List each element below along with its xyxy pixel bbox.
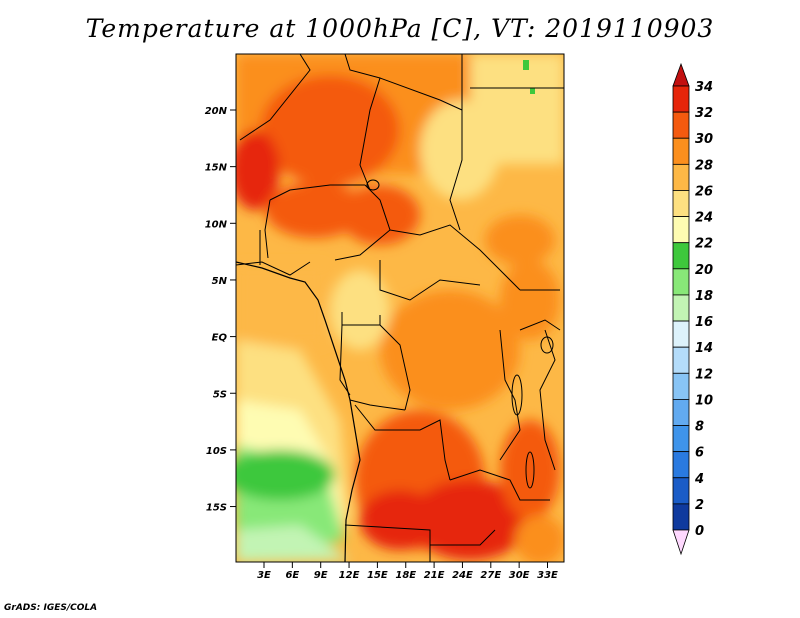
colorbar-label: 16 xyxy=(695,315,713,330)
lon-tick-label: 6E xyxy=(285,570,299,581)
colorbar-box xyxy=(672,425,690,453)
colorbar-box xyxy=(672,477,690,505)
colorbar-box xyxy=(672,216,690,244)
colorbar-label: 4 xyxy=(694,472,704,487)
lon-tick-label: 27E xyxy=(480,570,501,581)
colorbar-label: 30 xyxy=(695,132,713,147)
colorbar-label: 6 xyxy=(695,446,704,461)
colorbar-label: 10 xyxy=(695,393,713,408)
lat-tick-label: EQ xyxy=(212,333,228,344)
colorbar-label: 2 xyxy=(695,498,704,513)
colorbar-label: 24 xyxy=(695,211,713,226)
map-title: Temperature at 1000hPa [C], VT: 20191109… xyxy=(85,14,715,43)
temperature-field xyxy=(236,54,564,562)
colorbar-box xyxy=(672,242,690,270)
colorbar-label: 8 xyxy=(695,420,704,435)
lon-tick-label: 9E xyxy=(314,570,328,581)
colorbar-box xyxy=(672,137,690,165)
colorbar-box xyxy=(672,346,690,374)
lat-tick-label: 10N xyxy=(205,219,228,230)
colorbar-box xyxy=(672,503,690,531)
lon-tick-label: 18E xyxy=(395,570,416,581)
colorbar-label: 0 xyxy=(695,524,704,539)
colorbar-label: 26 xyxy=(695,184,713,199)
colorbar-label: 14 xyxy=(695,341,713,356)
footer-credit: GrADS: IGES/COLA xyxy=(4,603,98,613)
colorbar-box xyxy=(672,320,690,348)
lon-tick-label: 21E xyxy=(424,570,445,581)
lon-tick-label: 24E xyxy=(452,570,473,581)
lon-tick-label: 3E xyxy=(257,570,271,581)
map-frame xyxy=(235,53,565,563)
colorbar-label: 20 xyxy=(695,263,713,278)
colorbar-box xyxy=(672,111,690,139)
colorbar-box xyxy=(672,294,690,322)
lat-tick-label: 20N xyxy=(205,106,228,117)
colorbar-arrow-top xyxy=(672,62,690,87)
colorbar-box xyxy=(672,163,690,191)
lat-tick-label: 15S xyxy=(206,503,227,514)
lat-tick-label: 5S xyxy=(213,389,227,400)
colorbar-box xyxy=(672,451,690,479)
colorbar-arrow-bottom xyxy=(672,529,690,556)
colorbar-box xyxy=(672,85,690,113)
lon-tick-label: 33E xyxy=(537,570,558,581)
colorbar-label: 32 xyxy=(695,106,713,121)
latitude-axis: 20N 15N 10N 5N EQ 5S 10S 15S xyxy=(205,106,236,514)
colorbar-label: 12 xyxy=(695,367,713,382)
country-borders xyxy=(236,54,564,562)
colorbar-label: 34 xyxy=(695,80,713,95)
lon-tick-label: 12E xyxy=(339,570,360,581)
colorbar-box xyxy=(672,399,690,426)
colorbar-box xyxy=(672,372,690,400)
lon-tick-label: 30E xyxy=(509,570,530,581)
lat-tick-label: 10S xyxy=(206,446,227,457)
lon-tick-label: 15E xyxy=(367,570,388,581)
colorbar-label: 22 xyxy=(695,237,713,252)
lat-tick-label: 5N xyxy=(212,276,228,287)
colorbar-box xyxy=(672,268,690,296)
colorbar-label: 28 xyxy=(695,158,713,173)
colorbar-box xyxy=(672,190,690,217)
lat-tick-label: 15N xyxy=(205,163,228,174)
longitude-axis: 3E 6E 9E 12E 15E 18E 21E 24E 27E 30E 33E xyxy=(257,562,558,581)
colorbar-label: 18 xyxy=(695,289,713,304)
